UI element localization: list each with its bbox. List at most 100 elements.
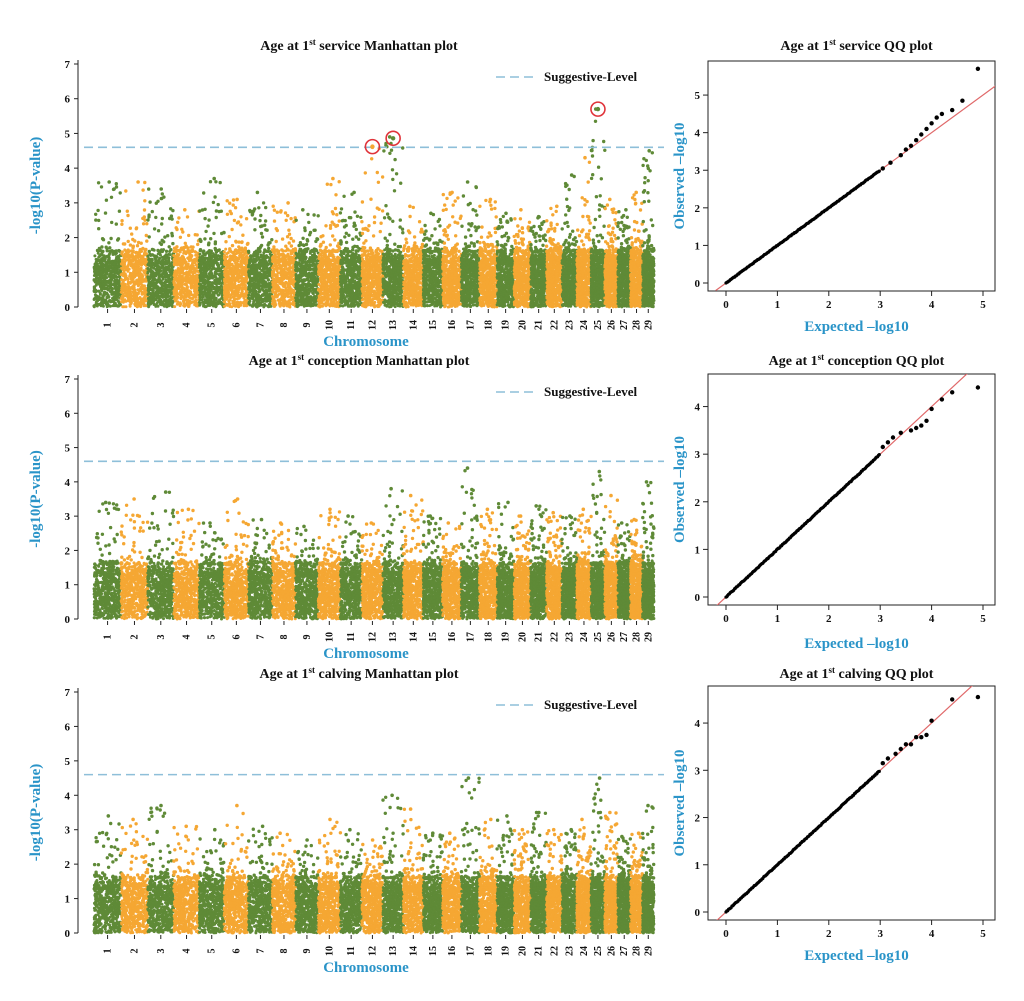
snp-point [120,282,123,285]
snp-point [143,270,146,273]
snp-point [110,273,113,276]
snp-point [116,288,119,291]
snp-point [130,253,133,256]
snp-point [105,199,108,202]
snp-point [109,237,112,240]
snp-point [94,293,97,296]
snp-point [93,266,96,269]
snp-point [110,287,113,290]
snp-point [107,262,110,265]
snp-point [119,191,122,194]
snp-point [108,257,111,260]
snp-point [103,278,106,281]
snp-point [109,277,112,280]
snp-point [97,266,100,269]
snp-point [115,222,118,225]
snp-point [102,264,105,267]
snp-point [110,300,113,303]
snp-point [103,286,106,289]
snp-point [99,261,102,264]
snp-point [106,249,109,252]
snp-point [115,182,118,185]
snp-point [114,268,117,271]
snp-point [113,287,116,290]
snp-point [97,227,100,230]
snp-point [111,269,114,272]
snp-point [96,209,99,212]
snp-point [98,278,101,281]
snp-point [113,187,116,190]
snp-point [93,274,96,277]
snp-point [103,254,106,257]
snp-point [101,299,104,302]
snp-point [121,305,124,308]
snp-point [125,305,128,308]
snp-point [100,263,103,266]
snp-point [98,247,101,250]
snp-point [112,266,115,269]
snp-point [101,250,104,253]
snp-point [115,296,118,299]
snp-point [118,258,121,261]
snp-point [105,246,108,249]
snp-point [100,288,103,291]
snp-point [100,304,103,307]
snp-point [111,291,114,294]
snp-point [98,295,101,298]
snp-point [118,210,121,213]
snp-point [115,265,118,268]
snp-point [96,259,99,262]
snp-point [113,282,116,285]
snp-point [113,263,116,266]
snp-point [121,285,124,288]
snp-point [141,274,144,277]
snp-point [116,238,119,241]
snp-point [93,304,96,307]
snp-point [102,296,105,299]
snp-point [94,296,97,299]
snp-point [96,299,99,302]
snp-point [100,185,103,188]
snp-point [114,302,117,305]
snp-point [93,254,96,257]
snp-point [93,278,96,281]
snp-point [114,291,117,294]
snp-point [108,268,111,271]
snp-point [110,249,113,252]
snp-point [99,293,102,296]
snp-point [133,276,136,279]
snp-point [110,196,113,199]
snp-peak-point [107,180,111,184]
snp-point [97,290,100,293]
figure-canvas: 012345671 2 3 4 5 6 7 8 9 10 11 12 13 14 15 16 17 18 19 20 2… [0,0,1024,1001]
snp-point [122,301,125,304]
snp-point [97,181,100,184]
snp-point [115,249,118,252]
snp-point [107,241,110,244]
snp-point [98,283,101,286]
snp-point [100,272,103,275]
snp-point [114,275,117,278]
snp-point [114,272,117,275]
snp-point [139,305,142,308]
snp-point [107,295,110,298]
snp-point [112,304,115,307]
snp-point [105,273,108,276]
snp-point [115,256,118,259]
snp-point [97,219,100,222]
snp-point [103,291,106,294]
snp-point [141,262,144,265]
snp-point [96,281,99,284]
snp-point [133,302,136,305]
manhattan-points [93,107,656,308]
snp-point [103,259,106,262]
snp-point [109,280,112,283]
snp-point [106,305,109,308]
snp-point [94,263,97,266]
snp-point [110,221,113,224]
snp-point [100,275,103,278]
snp-point [96,303,99,306]
snp-point [137,284,140,287]
snp-point [120,279,123,282]
